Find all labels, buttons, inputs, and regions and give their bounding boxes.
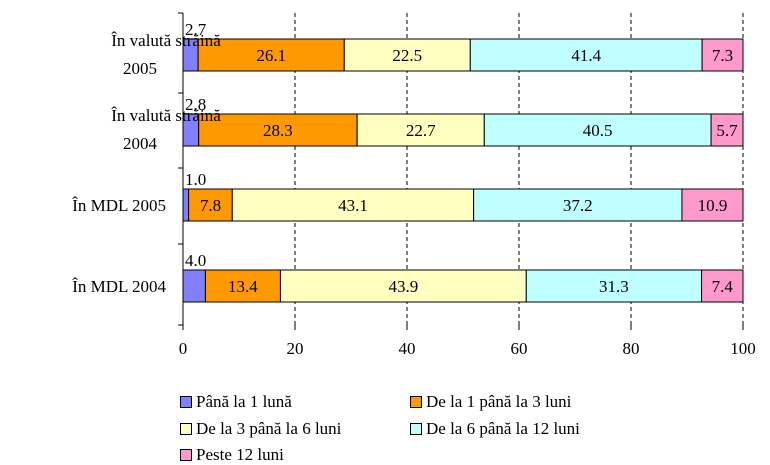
- legend-swatch-series-1: [180, 396, 192, 408]
- data-label-0-series-2: 26.1: [256, 46, 286, 65]
- category-label-1-line-1: În valută străină: [111, 106, 221, 125]
- legend-label-series-1: Până la 1 lună: [196, 392, 292, 411]
- x-tick-label-100: 100: [730, 339, 756, 358]
- data-label-3-series-1: 4.0: [185, 251, 206, 270]
- data-label-3-series-3: 43.9: [388, 277, 418, 296]
- bar-1-series-3: [356, 113, 485, 147]
- bar-3-series-4: [525, 269, 703, 303]
- data-label-1-series-1: 2.8: [185, 95, 206, 114]
- legend-item-series-4: De la 6 până la 12 luni: [410, 419, 580, 439]
- legend-swatch-series-4: [410, 423, 422, 435]
- data-label-2-series-4: 37.2: [563, 196, 593, 215]
- bar-2-series-5: [681, 188, 744, 222]
- data-label-0-series-1: 2.7: [185, 20, 207, 39]
- bar-0-series-5: [701, 38, 744, 72]
- legend-swatch-series-2: [410, 396, 422, 408]
- category-label-2: În MDL 2005: [72, 196, 166, 215]
- legend-label-series-2: De la 1 până la 3 luni: [426, 392, 572, 411]
- bar-1-series-5: [710, 113, 744, 147]
- data-label-0-series-5: 7.3: [712, 46, 733, 65]
- category-label-1-line-2: 2004: [123, 134, 158, 153]
- category-label-0-line-1: În valută străină: [111, 31, 221, 50]
- category-label-3: În MDL 2004: [72, 277, 166, 296]
- data-label-1-series-4: 40.5: [583, 121, 613, 140]
- bar-0-series-2: [197, 38, 345, 72]
- legend-item-series-5: Peste 12 luni: [180, 445, 284, 465]
- legend-item-series-3: De la 3 până la 6 luni: [180, 419, 341, 439]
- legend-item-series-1: Până la 1 lună: [180, 392, 292, 412]
- data-label-3-series-2: 13.4: [228, 277, 258, 296]
- legend-swatch-series-3: [180, 423, 192, 435]
- data-label-3-series-5: 7.4: [712, 277, 734, 296]
- legend-label-series-5: Peste 12 luni: [196, 445, 284, 464]
- bar-3-series-3: [279, 269, 527, 303]
- data-label-2-series-1: 1.0: [185, 170, 206, 189]
- legend-label-series-4: De la 6 până la 12 luni: [426, 419, 580, 438]
- bar-2-series-2: [188, 188, 233, 222]
- bar-1-series-4: [483, 113, 712, 147]
- x-tick-label-80: 80: [623, 339, 640, 358]
- legend-item-series-2: De la 1 până la 3 luni: [410, 392, 571, 412]
- legend-label-series-3: De la 3 până la 6 luni: [196, 419, 342, 438]
- data-label-1-series-5: 5.7: [716, 121, 738, 140]
- data-label-1-series-3: 22.7: [406, 121, 436, 140]
- bar-2-series-3: [231, 188, 475, 222]
- bar-0-series-3: [343, 38, 471, 72]
- bar-1-series-2: [198, 113, 358, 147]
- data-label-2-series-5: 10.9: [698, 196, 728, 215]
- data-label-2-series-2: 7.8: [200, 196, 221, 215]
- x-tick-label-20: 20: [287, 339, 304, 358]
- data-label-0-series-3: 22.5: [392, 46, 422, 65]
- bar-3-series-5: [701, 269, 744, 303]
- legend-swatch-series-5: [180, 449, 192, 461]
- x-tick-label-40: 40: [399, 339, 416, 358]
- x-tick-label-0: 0: [179, 339, 188, 358]
- x-tick-label-60: 60: [511, 339, 528, 358]
- data-label-3-series-4: 31.3: [599, 277, 629, 296]
- data-label-1-series-2: 28.3: [263, 121, 293, 140]
- data-label-0-series-4: 41.4: [571, 46, 601, 65]
- category-label-0-line-2: 2005: [123, 59, 157, 78]
- data-label-2-series-3: 43.1: [338, 196, 368, 215]
